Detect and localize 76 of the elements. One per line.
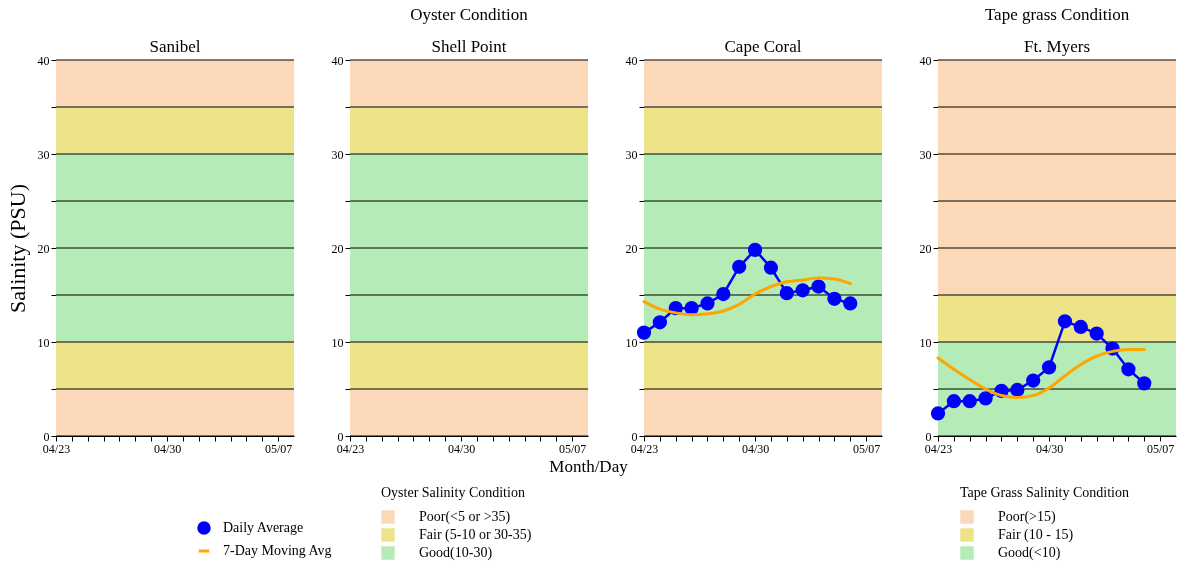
x-tick-label: 04/30 — [1035, 441, 1064, 456]
text: Tape grass Condition — [984, 5, 1130, 24]
point — [1010, 382, 1025, 398]
x-tick-label: 04/30 — [153, 441, 182, 456]
y-tick-label: 20 — [37, 241, 50, 256]
y-tick-label: 30 — [37, 147, 50, 162]
point — [843, 296, 858, 311]
x-tick-label: 05/07 — [558, 441, 587, 456]
legend-title: Oyster Salinity Condition — [381, 485, 525, 500]
text: Oyster Condition — [410, 5, 529, 24]
legend-label: 7-Day Moving Avg — [223, 543, 332, 558]
y-tick-label: 10 — [919, 335, 932, 350]
point — [946, 394, 961, 409]
y-tick-label: 0 — [631, 429, 638, 444]
legend-label: Poor(>15) — [998, 509, 1057, 525]
x-tick-label: 05/07 — [852, 441, 881, 456]
legend-title: Tape Grass Salinity Condition — [960, 485, 1129, 500]
y-tick-label: 20 — [919, 241, 932, 256]
y-tick-label: 10 — [331, 335, 344, 350]
point — [795, 283, 810, 298]
point — [1026, 373, 1041, 388]
point — [930, 406, 946, 421]
point — [1041, 360, 1057, 375]
point — [1057, 314, 1073, 329]
y-tick-label: 0 — [337, 429, 344, 444]
legend-label: Good(<10) — [998, 545, 1061, 561]
x-tick-label: 04/23 — [630, 441, 659, 456]
point — [962, 394, 977, 409]
chart-title: Sanibel — [149, 37, 201, 56]
x-axis-title: Month/Day — [549, 456, 629, 476]
y-tick-label: 20 — [331, 241, 344, 256]
y-tick-label: 10 — [37, 335, 50, 350]
y-axis-title: Salinity (PSU) — [4, 184, 30, 313]
point — [763, 260, 779, 275]
x-tick-label: 04/23 — [924, 441, 953, 456]
y-tick-label: 0 — [925, 429, 932, 444]
legend-label: Fair (5-10 or 30-35) — [419, 527, 532, 543]
y-tick-label: 40 — [625, 53, 638, 68]
y-tick-label: 30 — [331, 147, 344, 162]
y-tick-label: 40 — [331, 53, 344, 68]
y-tick-label: 40 — [37, 53, 50, 68]
point — [700, 296, 715, 311]
x-tick-label: 04/30 — [447, 441, 476, 456]
point — [978, 391, 993, 406]
y-tick-label: 10 — [625, 335, 638, 350]
point — [652, 315, 667, 330]
y-tick-label: 0 — [43, 429, 50, 444]
x-tick-label: 04/23 — [42, 441, 71, 456]
y-tick-label: 20 — [625, 241, 638, 256]
y-tick-label: 40 — [919, 53, 932, 68]
line-series — [642, 276, 852, 317]
legend-label: Daily Average — [223, 520, 304, 535]
point — [1121, 362, 1136, 377]
point — [636, 325, 652, 340]
x-tick-label: 04/23 — [336, 441, 365, 456]
x-tick-label: 04/30 — [741, 441, 770, 456]
point — [1089, 326, 1104, 341]
point — [811, 279, 826, 294]
point — [1137, 376, 1152, 391]
point — [732, 259, 747, 274]
point — [1073, 319, 1088, 335]
chart-title: Cape Coral — [724, 37, 802, 56]
y-tick-label: 30 — [919, 147, 932, 162]
point — [684, 301, 699, 316]
x-tick-label: 05/07 — [1146, 441, 1175, 456]
chart-title: Shell Point — [431, 37, 507, 56]
legend-label: Fair (10 - 15) — [998, 527, 1074, 543]
point — [716, 286, 731, 302]
y-tick-label: 30 — [625, 147, 638, 162]
chart-title: Ft. Myers — [1023, 37, 1091, 56]
point — [747, 242, 763, 257]
legend-label: Good(10-30) — [419, 545, 493, 561]
legend-label: Poor(<5 or >35) — [419, 509, 511, 525]
x-tick-label: 05/07 — [264, 441, 293, 456]
point — [827, 291, 842, 306]
point — [779, 286, 794, 301]
